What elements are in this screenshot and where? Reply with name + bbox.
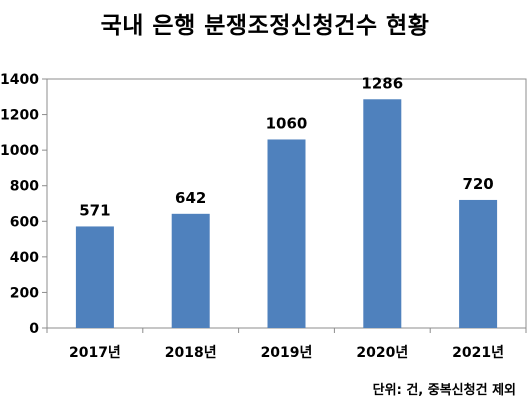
data-label-3: 1286 <box>361 74 403 92</box>
x-axis: 2017년 2018년 2019년 2020년 2021년 <box>46 328 527 361</box>
bar-4 <box>459 199 498 328</box>
y-tick-label: 600 <box>10 214 39 230</box>
data-label-1: 642 <box>175 189 206 207</box>
chart-title: 국내 은행 분쟁조정신청건수 현황 <box>100 13 430 39</box>
y-tick-label: 200 <box>10 285 39 301</box>
data-label-2: 1060 <box>266 114 308 132</box>
x-tick-label: 2021년 <box>452 345 504 361</box>
y-tick-label: 800 <box>10 179 39 195</box>
y-tick-label: 0 <box>29 321 39 337</box>
bar-3 <box>363 99 402 328</box>
bar-0 <box>75 226 114 328</box>
y-tick-label: 400 <box>10 250 39 266</box>
x-tick-label: 2019년 <box>261 345 313 361</box>
y-tick-label: 1400 <box>0 72 39 88</box>
y-axis: 0 200 400 600 800 1000 1200 1400 <box>0 72 47 337</box>
data-label-4: 720 <box>462 175 493 193</box>
y-tick-label: 1200 <box>0 108 39 124</box>
unit-note: 단위: 건, 중복신청건 제외 <box>372 383 516 398</box>
x-tick-label: 2018년 <box>165 345 217 361</box>
bar-2 <box>267 139 306 328</box>
y-tick-label: 1000 <box>0 143 39 159</box>
x-tick-label: 2020년 <box>356 345 408 361</box>
x-tick-label: 2017년 <box>69 345 121 361</box>
data-label-0: 571 <box>79 201 110 219</box>
bar-1 <box>171 213 210 328</box>
data-labels: 571 642 1060 1286 720 <box>79 74 494 219</box>
bars <box>75 99 498 328</box>
